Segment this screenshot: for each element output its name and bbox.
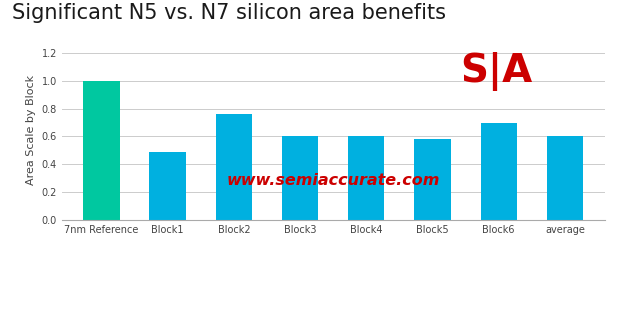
Text: On average >40% more content: On average >40% more content: [200, 300, 417, 313]
Text: Significant N5 vs. N7 silicon area benefits: Significant N5 vs. N7 silicon area benef…: [12, 3, 446, 23]
Text: S|A: S|A: [460, 52, 532, 91]
Bar: [414, 139, 450, 220]
Bar: [83, 81, 120, 220]
Bar: [216, 114, 252, 220]
Bar: [348, 136, 384, 220]
Y-axis label: Area Scale by Block: Area Scale by Block: [26, 74, 36, 185]
Text: www.semiaccurate.com: www.semiaccurate.com: [226, 173, 440, 188]
Bar: [547, 136, 583, 220]
Bar: [149, 152, 186, 220]
Bar: [282, 136, 318, 220]
Bar: [481, 123, 517, 220]
